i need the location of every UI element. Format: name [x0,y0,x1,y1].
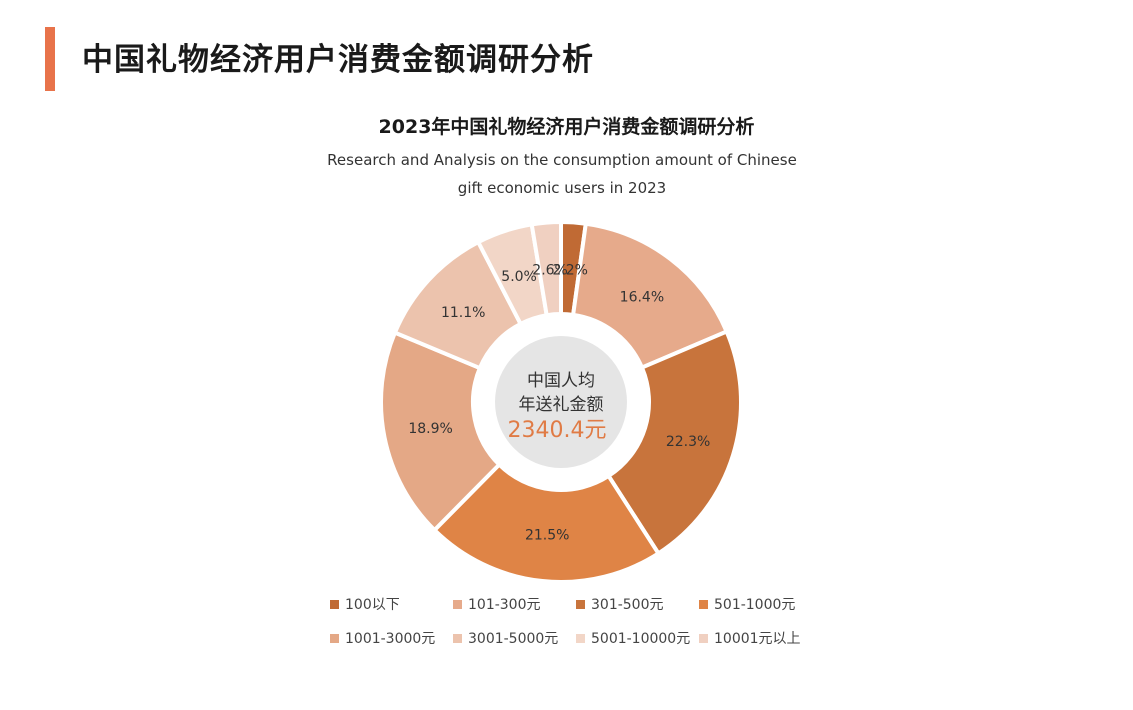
legend-label: 101-300元 [468,597,541,613]
legend-item: 301-500元 [576,594,664,614]
legend-swatch [576,633,585,643]
legend-label: 1001-3000元 [345,631,436,647]
chart-subtitle-line: gift economic users in 2023 [457,179,667,197]
legend-item: 5001-10000元 [576,628,690,648]
donut-slice [529,219,563,318]
slice-value-label: 2.6% [532,262,568,278]
donut-slice [605,328,743,557]
legend-item: 10001元以上 [699,628,801,648]
center-value: 2340.4元 [508,418,607,443]
slice-value-label: 22.3% [666,434,710,450]
legend-item: 3001-5000元 [453,628,558,648]
legend-label: 501-1000元 [714,597,796,613]
page-title: 中国礼物经济用户消费金额调研分析 [82,42,594,78]
legend-item: 101-300元 [453,594,541,614]
legend-swatch [453,633,462,643]
donut-slice [379,329,502,533]
legend-label: 301-500元 [591,597,664,613]
slice-value-label: 2.2% [552,262,588,278]
chart-subtitle-line: Research and Analysis on the consumption… [327,151,797,169]
legend-label: 3001-5000元 [468,631,559,647]
legend-label: 5001-10000元 [591,631,691,647]
legend-item: 100以下 [330,594,400,614]
legend-swatch [576,599,585,609]
legend-swatch [330,599,339,609]
chart-subtitle: Research and Analysis on the consumption… [316,146,808,202]
donut-slice [570,221,730,371]
slice-value-label: 16.4% [620,289,664,305]
center-label-line: 年送礼金额 [519,395,604,415]
legend-swatch [453,599,462,609]
legend-label: 100以下 [345,597,400,613]
slice-labels: 2.2% 16.4% 22.3% 21.5% 18.9% 11.1% 5.0%2.6% [408,262,710,543]
slice-value-label: 11.1% [441,305,485,321]
legend-label: 10001元以上 [714,631,801,647]
donut-center-disc [495,336,627,468]
legend-swatch [699,599,708,609]
slice-value-label: 18.9% [408,421,452,437]
donut-slice [431,461,662,584]
chart-title: 2023年中国礼物经济用户消费金额调研分析 [378,116,755,138]
slice-value-label: 21.5% [525,527,569,543]
donut-slices [379,219,743,584]
title-accent-bar [45,27,55,91]
legend-swatch [699,633,708,643]
legend-item: 501-1000元 [699,594,795,614]
slice-value-label: 5.0% [501,269,537,285]
legend-item: 1001-3000元 [330,628,435,648]
center-label-line: 中国人均 [527,371,595,391]
legend-swatch [330,633,339,643]
